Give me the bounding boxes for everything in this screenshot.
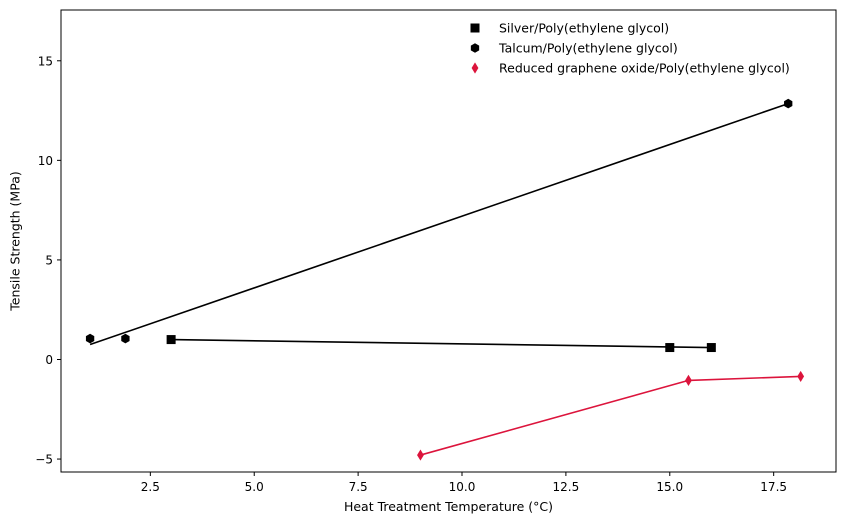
legend-marker-2 xyxy=(470,43,480,53)
x-ticks-layer: 2.5 5.0 7.5 10.0 12.5 15.0 17.5 xyxy=(141,472,787,494)
series-2-point-3 xyxy=(784,98,793,109)
legend-marker-3 xyxy=(471,62,479,74)
x-tick-label: 7.5 xyxy=(349,480,368,494)
y-tick-label: 15 xyxy=(38,54,53,68)
y-axis-label: Tensile Strength (MPa) xyxy=(8,171,23,311)
y-tick-label: 5 xyxy=(45,253,53,267)
legend-label-3: Reduced graphene oxide/Poly(ethylene gly… xyxy=(499,61,790,76)
series-3-point-2 xyxy=(685,374,692,386)
y-ticks-layer: −5 0 5 10 15 xyxy=(35,54,61,467)
series-2-line xyxy=(89,102,789,346)
x-tick-label: 2.5 xyxy=(141,480,160,494)
series-2-point-2 xyxy=(121,333,130,344)
x-tick-label: 12.5 xyxy=(553,480,580,494)
x-axis-label: Heat Treatment Temperature (°C) xyxy=(344,499,553,514)
y-tick-label: 10 xyxy=(38,154,53,168)
y-tick-label: 0 xyxy=(45,353,53,367)
series-3-point-3 xyxy=(797,370,805,383)
legend: Silver/Poly(ethylene glycol) Talcum/Poly(… xyxy=(470,21,790,76)
y-tick-label: −5 xyxy=(35,453,53,467)
plot-frame xyxy=(60,9,837,473)
x-tick-label: 10.0 xyxy=(449,480,476,494)
x-tick-label: 15.0 xyxy=(656,480,683,494)
series-2-point-1 xyxy=(85,333,95,344)
legend-marker-1 xyxy=(470,23,480,33)
series-1-point-1 xyxy=(166,335,176,345)
x-tick-label: 17.5 xyxy=(760,480,787,494)
series-3-point-1 xyxy=(417,449,424,461)
series-1-point-2 xyxy=(665,343,675,353)
legend-label-2: Talcum/Poly(ethylene glycol) xyxy=(498,41,678,56)
legend-label-1: Silver/Poly(ethylene glycol) xyxy=(499,21,669,36)
series-1-point-3 xyxy=(706,343,716,353)
x-tick-label: 5.0 xyxy=(245,480,264,494)
markers-layer xyxy=(85,98,805,461)
series-1-line xyxy=(171,338,712,349)
